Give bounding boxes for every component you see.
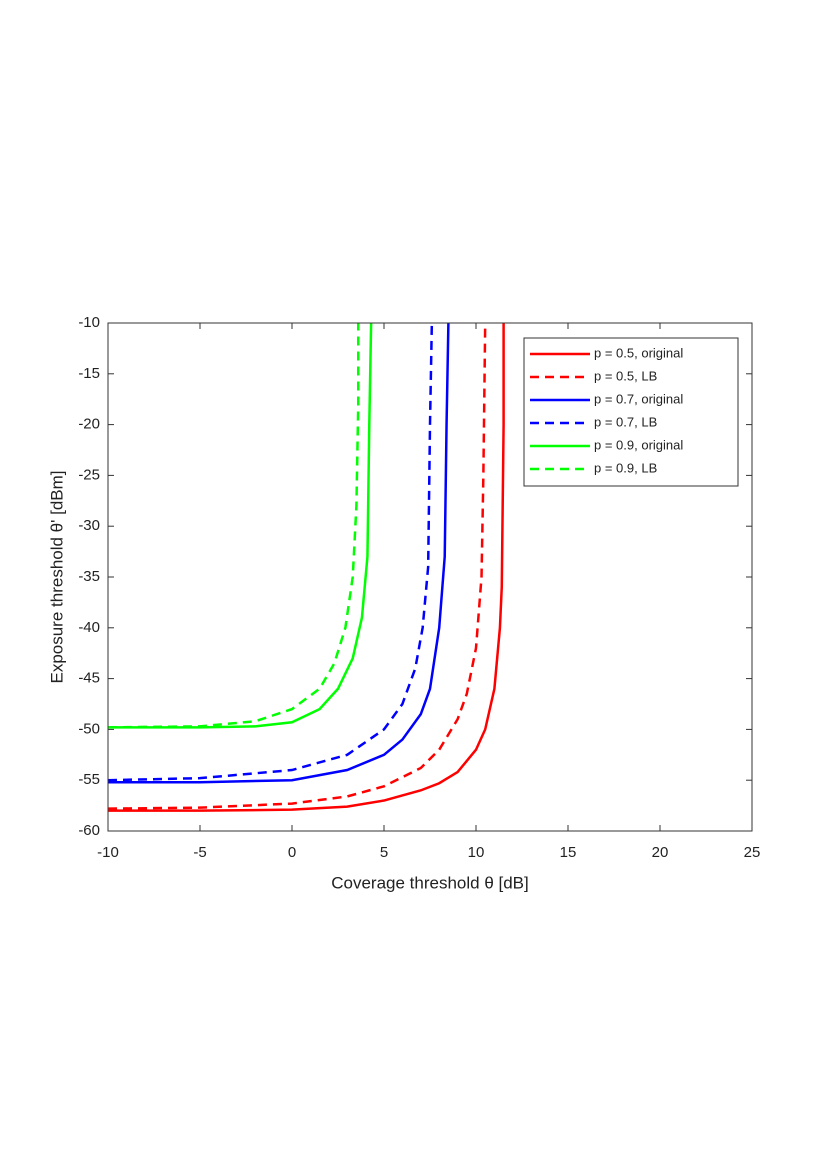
legend-label: p = 0.9, original: [594, 437, 683, 452]
data-line: [108, 322, 373, 729]
y-tick-label: -20: [78, 416, 100, 433]
legend-label: p = 0.9, LB: [594, 460, 657, 475]
y-tick-label: -60: [78, 822, 100, 839]
y-tick-label: -10: [78, 314, 100, 331]
x-tick-label: 20: [652, 844, 669, 861]
data-line: [108, 322, 450, 784]
y-tick-label: -55: [78, 771, 100, 788]
data-line: [107, 323, 360, 729]
x-axis-label: Coverage threshold θ [dB]: [331, 873, 529, 892]
y-tick-label: -25: [78, 466, 100, 483]
y-tick-label: -45: [78, 670, 100, 687]
legend-label: p = 0.7, LB: [594, 414, 657, 429]
y-tick-label: -15: [78, 365, 100, 382]
x-tick-label: 5: [380, 844, 388, 861]
legend: p = 0.5, original p = 0.5, LB p = 0.7, ori…: [523, 337, 739, 487]
plot-frame: [107, 322, 753, 832]
x-tick-label: 10: [468, 844, 485, 861]
x-tick-label: -5: [193, 844, 206, 861]
y-axis-label: Exposure threshold θ' [dBm]: [47, 470, 66, 683]
y-tick-label: -40: [78, 619, 100, 636]
y-tick-label: -50: [78, 720, 100, 737]
legend-label: p = 0.5, LB: [594, 368, 657, 383]
y-tick-label: -30: [78, 517, 100, 534]
data-line: [107, 322, 434, 782]
data-line: [107, 322, 487, 810]
data-line: [108, 323, 505, 812]
x-tick-label: 0: [288, 844, 296, 861]
x-tick-label: 15: [560, 844, 577, 861]
x-tick-label: 25: [744, 844, 761, 861]
y-tick-label: -35: [78, 568, 100, 585]
x-tick-label: -10: [97, 844, 119, 861]
legend-label: p = 0.7, original: [594, 391, 683, 406]
legend-label: p = 0.5, original: [594, 345, 683, 360]
legend-box: [523, 337, 739, 487]
